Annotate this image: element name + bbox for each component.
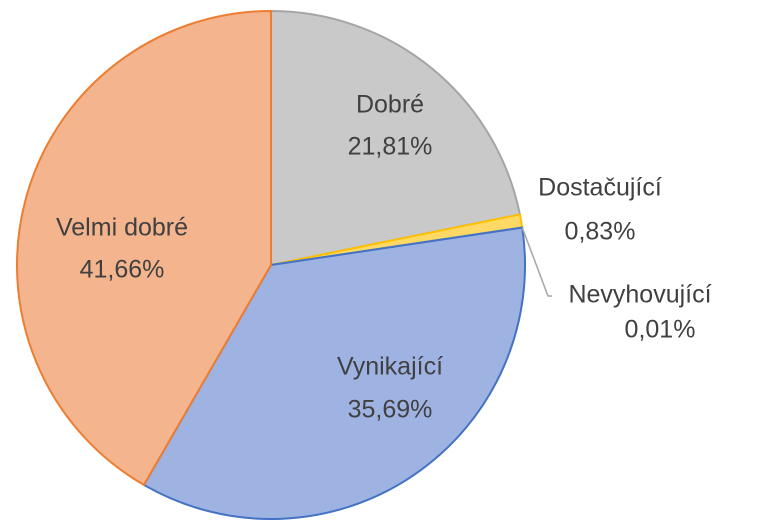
pie-slice <box>270 10 521 266</box>
leader-line <box>521 227 552 297</box>
slice-label: Vynikající <box>337 353 443 381</box>
slice-label: Dobré <box>356 91 424 119</box>
pie-slice <box>142 226 526 520</box>
slice-label: Dostačující <box>538 174 662 202</box>
slice-value-label: 0,83% <box>565 218 636 246</box>
slice-label: Nevyhovující <box>568 281 711 309</box>
pie-slice <box>16 10 272 486</box>
slice-value-label: 21,81% <box>348 133 433 161</box>
slice-value-label: 35,69% <box>348 396 433 424</box>
slice-label: Velmi dobré <box>56 214 188 242</box>
slice-value-label: 0,01% <box>625 316 696 344</box>
slice-value-label: 41,66% <box>80 256 165 284</box>
